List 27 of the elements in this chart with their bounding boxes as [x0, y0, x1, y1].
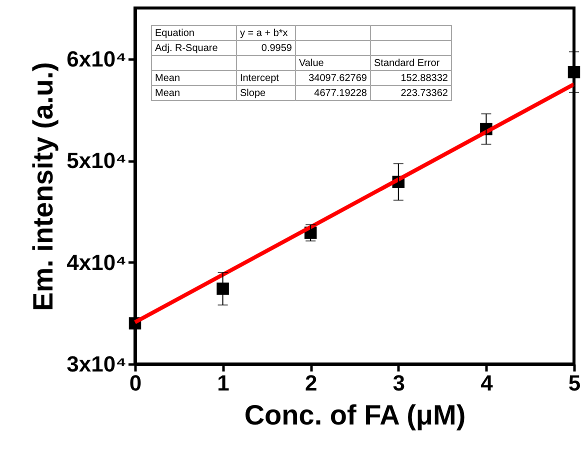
- x-tick-label: 2: [304, 370, 318, 396]
- annotation: Value: [296, 56, 370, 70]
- annotation: Mean: [152, 86, 236, 100]
- x-axis-title: Conc. of FA (μM): [244, 400, 466, 430]
- point: [216, 282, 229, 295]
- annotation: 0.9959: [236, 40, 296, 56]
- annotation: Adj. R-Square: [152, 40, 236, 56]
- annotation: 34097.62769: [296, 70, 370, 86]
- annotation: y = a + b*x: [236, 26, 296, 40]
- annotation: 152.88332: [370, 70, 452, 86]
- annotation: Slope: [236, 86, 296, 100]
- y-tick-label: 4x10⁴: [66, 250, 126, 275]
- y-tick-label: 6x10⁴: [66, 46, 126, 72]
- x-tick-label: 3: [392, 370, 406, 396]
- x-tick-label: 1: [217, 370, 230, 396]
- annotation: Mean: [152, 70, 236, 86]
- annotation: Intercept: [236, 70, 296, 86]
- y-axis-title: Em. intensity (a.u.): [28, 62, 59, 311]
- annotation: 223.73362: [370, 86, 452, 100]
- x-tick-label: 5: [568, 370, 581, 396]
- annotation: 4677.19228: [296, 86, 370, 100]
- x-tick-label: 0: [129, 370, 142, 396]
- annotation: Equation: [152, 26, 236, 40]
- annotation: Standard Error: [370, 56, 452, 70]
- y-tick-label: 3x10⁴: [66, 352, 126, 376]
- x-tick-label: 4: [480, 370, 494, 396]
- y-tick-label: 5x10⁴: [66, 148, 126, 174]
